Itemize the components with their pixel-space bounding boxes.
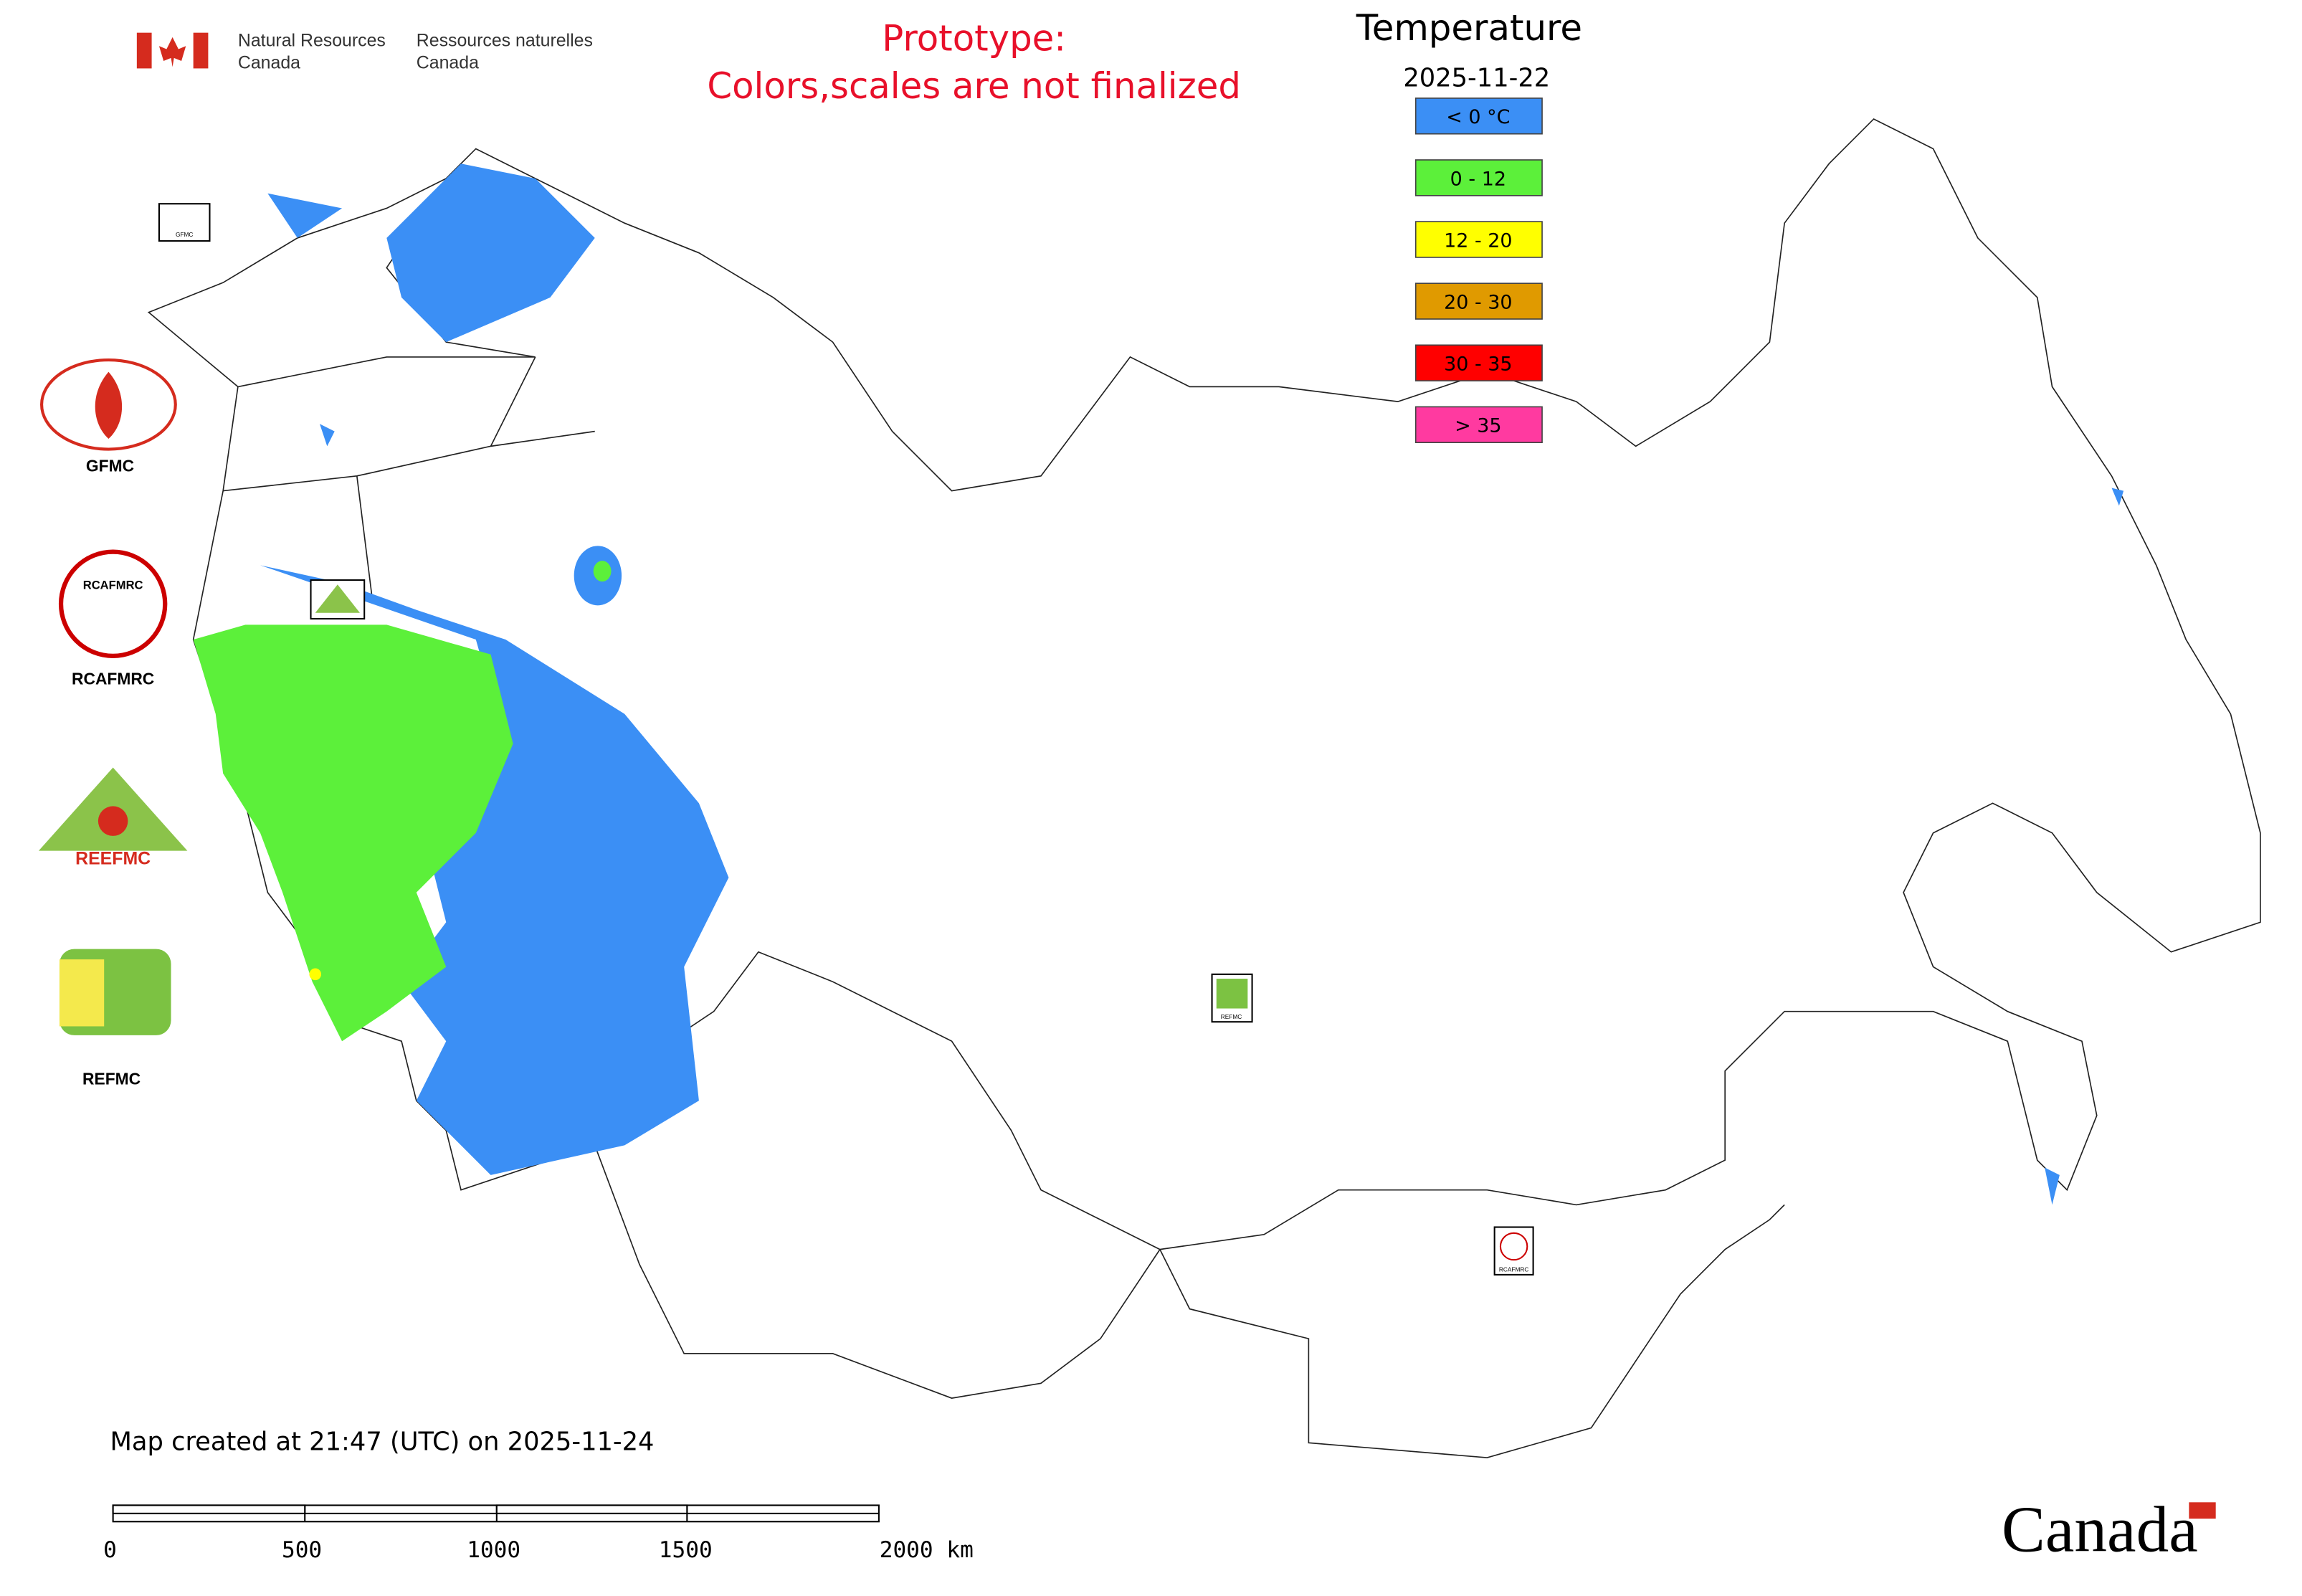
marker-label: REFMC xyxy=(1221,1013,1242,1020)
legend-label: 0 - 12 xyxy=(1450,168,1506,190)
legend-swatch xyxy=(1414,406,1543,444)
scale-bar xyxy=(112,1504,880,1523)
logo-label: REFMC xyxy=(82,1069,141,1088)
logo-text: REEFMC xyxy=(75,848,151,868)
marker-label: RCAFMRC xyxy=(1499,1266,1528,1273)
logo-label: GFMC xyxy=(86,457,134,475)
logo-rcafmrc: RCAFMRC xyxy=(58,549,168,658)
agency-en: Natural Resources xyxy=(238,30,386,50)
scale-label: 500 xyxy=(282,1537,322,1563)
logo-reefmc: REEFMC xyxy=(38,767,188,868)
prototype-notice: Colors,scales are not finalized xyxy=(707,65,1241,107)
legend-date: 2025-11-22 xyxy=(1403,63,1550,92)
legend-label: > 35 xyxy=(1455,415,1501,437)
marker-label: GFMC xyxy=(176,231,193,238)
map-markers: GFMC REFMC RCAFMRC xyxy=(158,203,1534,1276)
legend-title: Temperature xyxy=(1356,7,1582,49)
logo-label: RCAFMRC xyxy=(72,669,154,688)
legend-swatch xyxy=(1414,344,1543,381)
legend-label: < 0 °C xyxy=(1446,106,1510,128)
legend-label: 20 - 30 xyxy=(1444,291,1512,313)
legend-swatch xyxy=(1414,98,1543,135)
logo-text: RCAFMRC xyxy=(83,579,143,592)
legend-label: 30 - 35 xyxy=(1444,353,1512,376)
scale-label: 0 xyxy=(103,1537,117,1563)
agency-en: Canada xyxy=(238,52,300,72)
legend-swatch xyxy=(1414,282,1543,320)
canada-wordmark: Canada xyxy=(2002,1493,2198,1566)
legend-swatch xyxy=(1414,221,1543,258)
agency-fr: Ressources naturelles xyxy=(417,30,593,50)
scale-label: 1500 xyxy=(659,1537,713,1563)
created-note: Map created at 21:47 (UTC) on 2025-11-24 xyxy=(110,1428,654,1457)
canada-flag xyxy=(136,32,209,69)
prototype-notice: Prototype: xyxy=(882,18,1066,60)
scale-label: 1000 xyxy=(467,1537,520,1563)
agency-fr: Canada xyxy=(417,52,479,72)
logo-gfmc xyxy=(40,358,177,451)
scale-label: 2000 km xyxy=(880,1537,974,1563)
temperature-field xyxy=(193,163,2124,1205)
logo-refmc xyxy=(59,949,171,1035)
wordmark-flag xyxy=(2189,1502,2216,1519)
legend: < 0 °C 0 - 12 12 - 20 20 - 30 30 - 35 > 35 xyxy=(1414,98,1543,444)
scale-labels: 0 500 1000 1500 2000 km xyxy=(103,1537,974,1563)
legend-swatch xyxy=(1414,159,1543,196)
legend-label: 12 - 20 xyxy=(1444,229,1512,252)
